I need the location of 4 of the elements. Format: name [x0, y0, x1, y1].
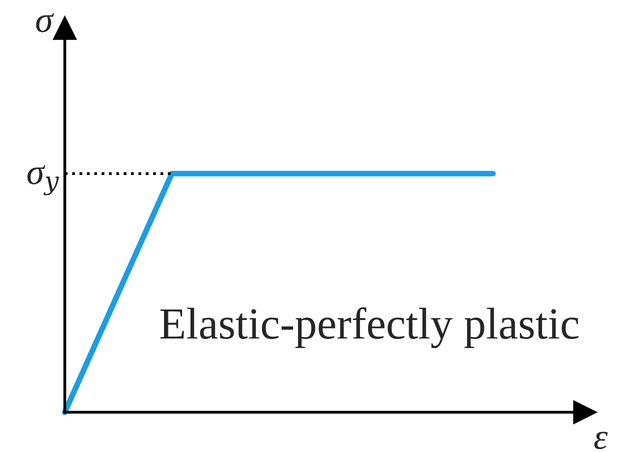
ref-line-label: σ$_{y}$ [27, 165, 60, 196]
x-axis-title: ε [594, 432, 608, 450]
annotation: Elastic-perfectly plastic [160, 307, 578, 348]
y-axis-title: σ [36, 13, 54, 32]
